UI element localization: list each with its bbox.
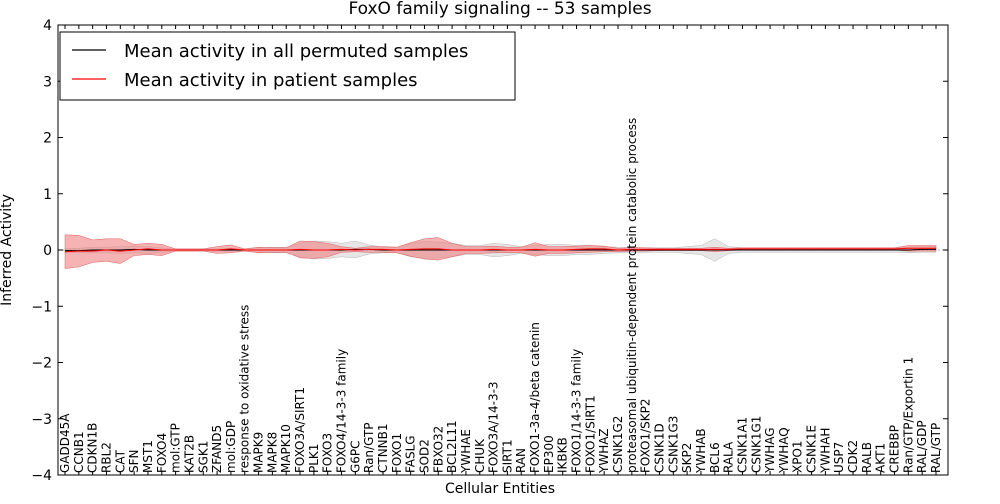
x-tick-label-16: MAPK10 (279, 424, 293, 473)
legend-label-patient: Mean activity in patient samples (124, 70, 418, 91)
x-tick-label-39: YWHAZ (597, 428, 611, 474)
x-tick-label-59: AKT1 (874, 443, 888, 473)
legend-box (59, 31, 516, 101)
x-tick-label-7: FOXO4 (155, 433, 169, 473)
x-tick-label-57: CDK2 (846, 440, 860, 473)
x-tick-label-1: CCNB1 (72, 431, 86, 473)
x-tick-label-24: FOXO1 (390, 433, 404, 473)
series-band-1 (64, 234, 937, 269)
x-tick-label-48: RALA (722, 441, 736, 473)
y-tick-label-4: 0 (43, 243, 52, 259)
chart-title: FoxO family signaling -- 53 samples (348, 0, 651, 19)
x-tick-label-42: FOXO1/SKP2 (639, 398, 653, 473)
x-tick-label-35: EP300 (542, 435, 556, 473)
x-tick-label-25: FASLG (404, 435, 418, 473)
x-tick-label-27: FBXO32 (431, 426, 445, 473)
x-tick-label-55: YWHAH (818, 428, 832, 474)
x-tick-label-4: CAT (113, 449, 127, 473)
x-tick-label-44: CSNK1G3 (666, 416, 680, 473)
y-tick-label-0: −4 (31, 468, 52, 484)
x-tick-label-22: Ran/GTP (362, 422, 376, 473)
x-tick-label-37: FOXO1/14-3-3 family (570, 349, 584, 473)
x-tick-label-50: CSNK1G1 (749, 416, 763, 473)
x-tick-label-18: PLK1 (307, 444, 321, 473)
legend-label-permuted: Mean activity in all permuted samples (124, 41, 468, 62)
x-tick-label-45: SKP2 (680, 443, 694, 473)
x-tick-label-54: CSNK1E (805, 425, 819, 473)
x-tick-label-60: CREBBP (888, 425, 902, 473)
x-tick-label-36: IKBKB (556, 437, 570, 473)
x-tick-label-32: SIRT1 (500, 439, 514, 473)
x-tick-label-53: XPO1 (791, 440, 805, 473)
x-tick-label-13: response to oxidative stress (238, 305, 252, 473)
y-axis-label: Inferred Activity (0, 194, 15, 306)
x-tick-label-62: RAL/GDP (915, 420, 929, 473)
series-line-1 (64, 247, 936, 253)
x-tick-label-20: FOXO4/14-3-3 family (335, 349, 349, 473)
x-tick-label-0: GADD45A (58, 413, 72, 473)
x-axis-label: Cellular Entities (445, 481, 555, 497)
x-axis: GADD45A CCNB1 CDKN1B RBL2 CAT SFN MST1 FOXO4 mol… (58, 25, 943, 475)
x-tick-label-29: YWHAE (459, 429, 473, 474)
x-tick-label-51: YWHAG (763, 427, 777, 474)
x-tick-label-46: YWHAB (694, 428, 708, 474)
x-tick-label-58: RALB (860, 442, 874, 473)
x-tick-label-6: MST1 (141, 440, 155, 473)
x-tick-label-19: FOXO3 (321, 433, 335, 473)
x-tick-label-30: CHUK (473, 438, 487, 473)
x-tick-label-43: CSNK1D (653, 423, 667, 473)
x-tick-label-14: MAPK9 (252, 432, 266, 473)
x-tick-label-21: G6PC (348, 440, 362, 473)
x-tick-label-8: mol:GTP (169, 423, 183, 473)
x-tick-label-15: MAPK8 (265, 432, 279, 473)
y-tick-label-5: 1 (43, 187, 52, 203)
y-tick-label-8: 4 (43, 18, 52, 34)
x-tick-label-63: RAL/GTP (929, 423, 943, 473)
x-tick-label-31: FOXO3A/14-3-3 (487, 381, 501, 473)
x-tick-label-38: FOXO1/SIRT1 (583, 395, 597, 473)
x-tick-label-11: ZFAND5 (210, 425, 224, 473)
y-axis: −4 −3 −2 −1 0 1 2 3 4 (31, 18, 948, 484)
y-tick-label-2: −2 (31, 356, 52, 372)
x-tick-label-5: SFN (127, 450, 141, 474)
x-tick-label-47: BCL6 (708, 442, 722, 473)
x-tick-label-40: CSNK1G2 (611, 416, 625, 473)
x-tick-label-33: RAN (514, 448, 528, 473)
y-tick-label-7: 3 (43, 74, 52, 90)
x-tick-label-17: FOXO3A/SIRT1 (293, 387, 307, 473)
x-tick-label-10: SGK1 (196, 441, 210, 473)
y-tick-label-1: −3 (31, 412, 52, 428)
x-tick-label-9: KAT2B (182, 435, 196, 473)
x-tick-label-3: RBL2 (100, 442, 114, 473)
x-tick-label-41: proteasomal ubiquitin-dependent protein … (625, 118, 639, 473)
x-tick-label-56: USP7 (832, 442, 846, 473)
y-tick-label-3: −1 (31, 299, 52, 315)
x-tick-label-23: CTNNB1 (376, 423, 390, 473)
x-tick-label-34: FOXO1-3a-4/beta catenin (528, 322, 542, 473)
x-tick-label-28: BCL2L11 (445, 420, 459, 473)
x-tick-label-52: YWHAQ (777, 427, 791, 474)
x-tick-label-26: SOD2 (418, 439, 432, 473)
legend: Mean activity in all permuted samples Me… (59, 31, 516, 101)
x-tick-label-12: mol:GDP (224, 421, 238, 473)
x-tick-label-2: CDKN1B (86, 423, 100, 473)
y-tick-label-6: 2 (43, 131, 52, 147)
x-tick-label-49: CSNK1A1 (735, 417, 749, 473)
series-lines (64, 247, 936, 253)
x-tick-label-61: Ran/GTP/Exportin 1 (901, 357, 915, 473)
